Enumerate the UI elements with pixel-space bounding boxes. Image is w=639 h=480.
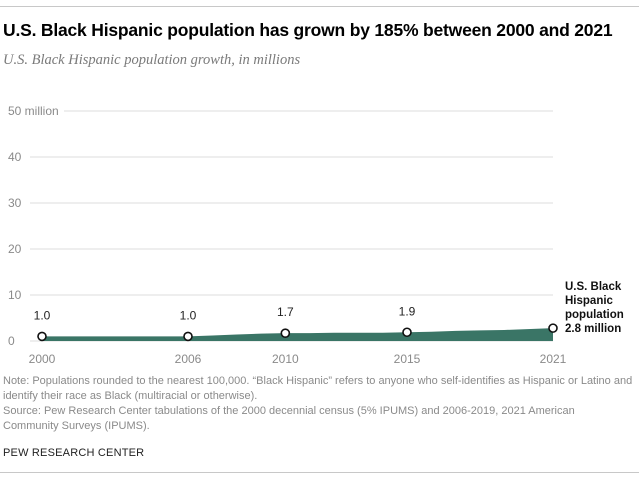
data-point bbox=[548, 323, 558, 333]
bottom-rule bbox=[0, 472, 639, 473]
y-tick-label: 20 bbox=[8, 242, 22, 256]
y-tick-label: 0 bbox=[8, 334, 15, 348]
x-tick-label: 2010 bbox=[272, 352, 299, 366]
data-point bbox=[37, 331, 47, 342]
annotation-line: Hispanic bbox=[565, 295, 614, 307]
annotation-line: U.S. Black bbox=[565, 281, 622, 293]
data-point bbox=[402, 327, 412, 338]
x-tick-label: 2015 bbox=[394, 352, 421, 366]
source-text: Source: Pew Research Center tabulations … bbox=[3, 405, 575, 432]
chart-title: U.S. Black Hispanic population has grown… bbox=[3, 20, 613, 40]
highlighted-points bbox=[37, 323, 558, 342]
x-tick-label: 2000 bbox=[29, 352, 56, 366]
y-tick-label: 40 bbox=[8, 150, 22, 164]
y-tick-label: 30 bbox=[8, 196, 22, 210]
data-label: 1.0 bbox=[180, 308, 197, 322]
data-label: 1.7 bbox=[277, 305, 294, 319]
x-axis-ticks: 2000 2006 2010 2015 2021 bbox=[29, 352, 567, 366]
y-tick-label: 10 bbox=[8, 288, 22, 302]
x-tick-label: 2006 bbox=[175, 352, 202, 366]
x-tick-label: 2021 bbox=[540, 352, 567, 366]
area-series bbox=[42, 328, 553, 341]
area-fill bbox=[42, 328, 553, 341]
y-tick-label: 50 million bbox=[8, 104, 59, 118]
chart-notes: Note: Populations rounded to the nearest… bbox=[3, 374, 633, 434]
annotation-line: population bbox=[565, 309, 624, 321]
data-label: 1.0 bbox=[34, 308, 51, 322]
top-rule bbox=[0, 6, 639, 7]
data-point bbox=[183, 331, 193, 342]
brand-label: PEW RESEARCH CENTER bbox=[3, 447, 145, 459]
data-label: 1.9 bbox=[399, 304, 416, 318]
annotation-line: 2.8 million bbox=[565, 323, 621, 335]
data-point bbox=[280, 328, 291, 338]
chart-subtitle: U.S. Black Hispanic population growth, i… bbox=[3, 52, 301, 68]
note-text: Note: Populations rounded to the nearest… bbox=[3, 375, 633, 402]
data-labels: 1.0 1.0 1.7 1.9 bbox=[34, 304, 416, 322]
end-annotation: U.S. Black Hispanic population 2.8 million bbox=[565, 281, 624, 335]
y-axis-ticks: 0 10 20 30 40 50 million bbox=[8, 104, 59, 348]
